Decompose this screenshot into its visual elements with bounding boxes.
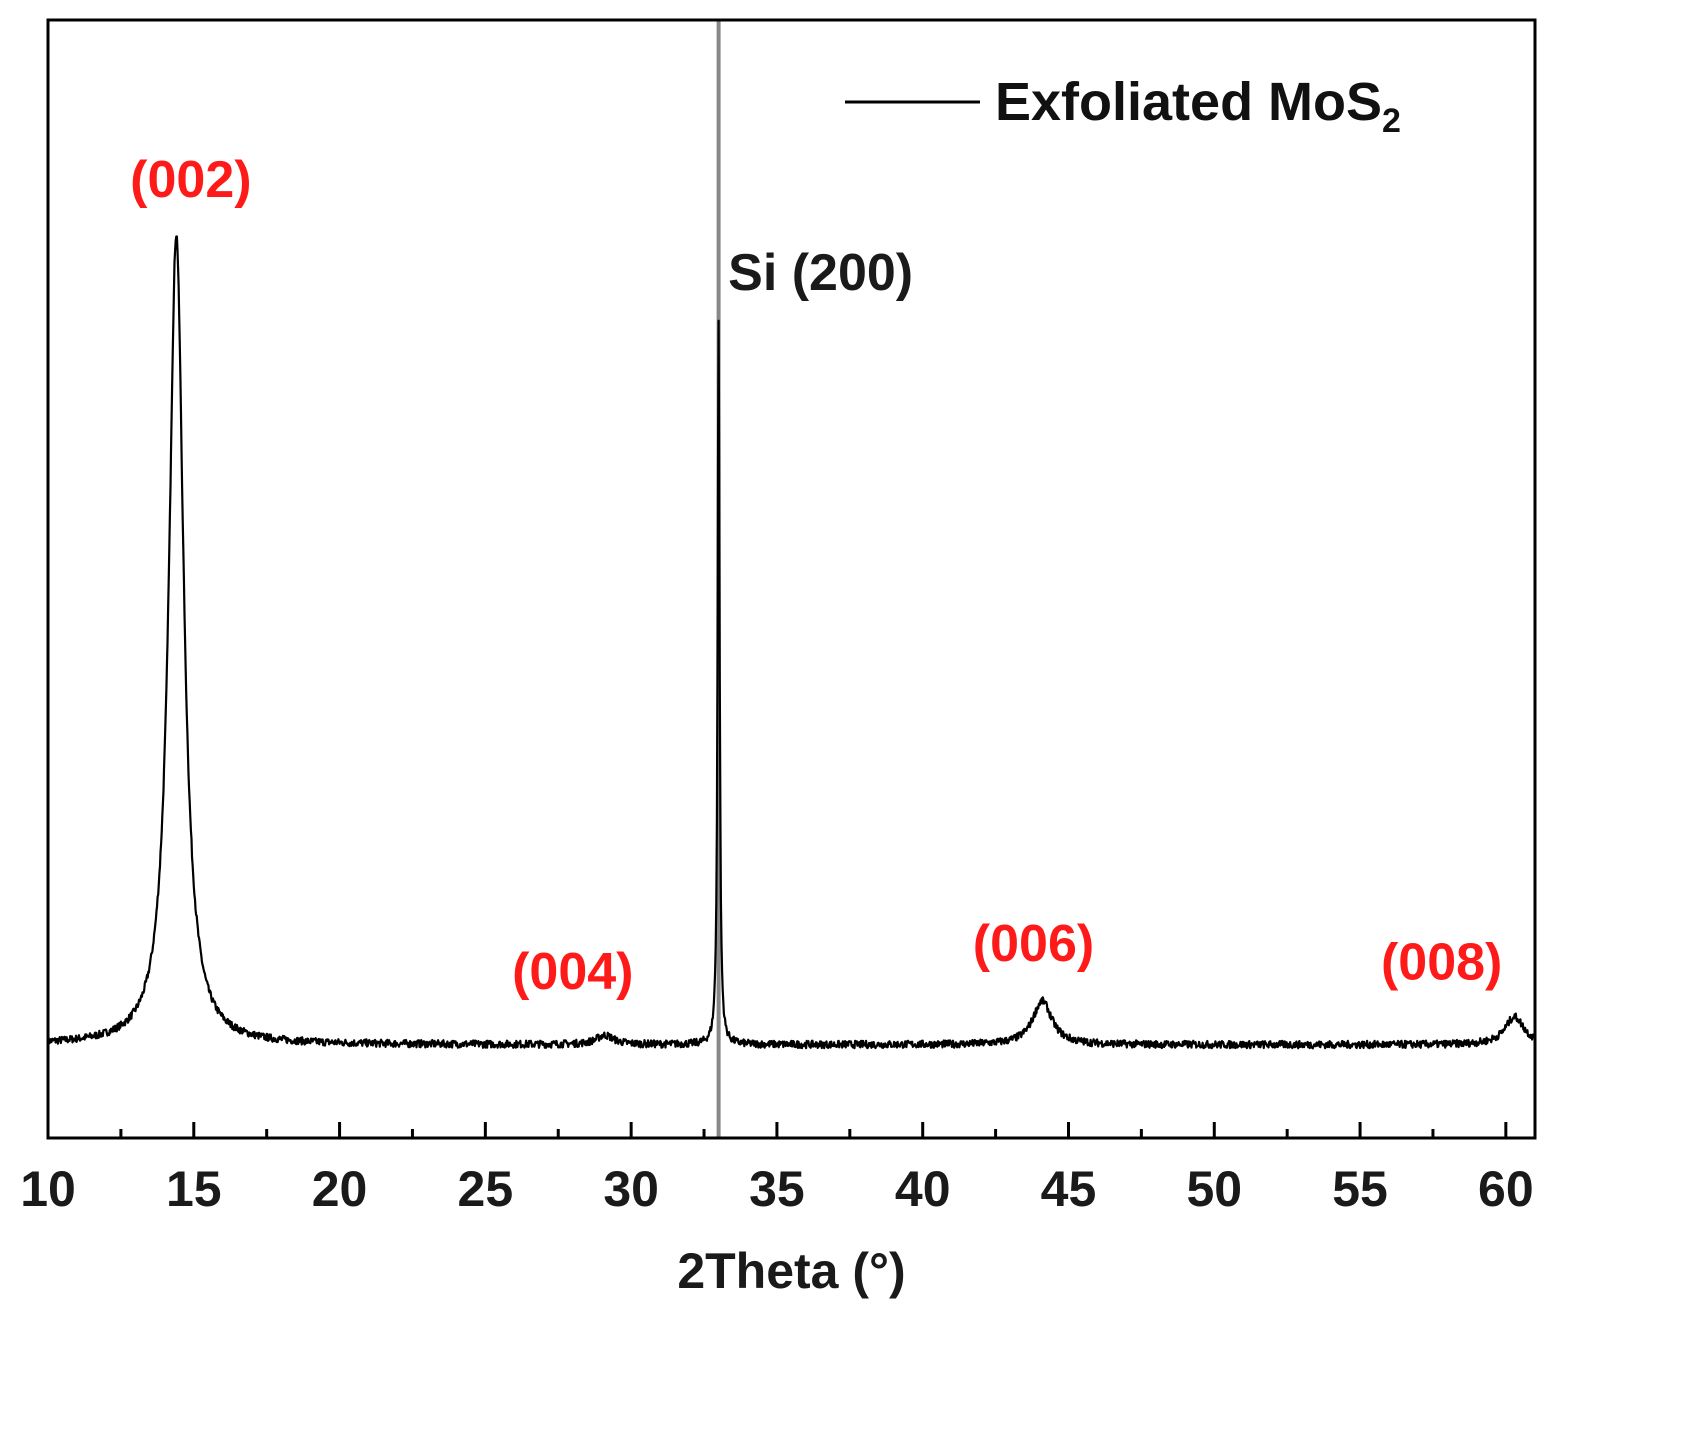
x-tick-label: 50 <box>1186 1161 1242 1217</box>
peak-label: Si (200) <box>728 244 913 302</box>
legend-label-text: Exfoliated MoS <box>995 72 1382 132</box>
series-group <box>46 235 1537 1050</box>
peak-label: (006) <box>973 915 1094 973</box>
x-tick-label: 10 <box>20 1161 76 1217</box>
peak-label: (002) <box>130 151 251 209</box>
legend-label-subscript: 2 <box>1382 102 1401 140</box>
x-tick-label: 40 <box>895 1161 951 1217</box>
peak-annotations: (002) Si (200) (004) (006) (008) <box>130 151 1502 1001</box>
legend: Exfoliated MoS2 <box>845 72 1401 140</box>
x-ticks <box>46 1122 1508 1138</box>
x-tick-label: 15 <box>166 1161 222 1217</box>
legend-label-exfoliated-mos2: Exfoliated MoS2 <box>995 72 1401 140</box>
x-tick-label: 30 <box>603 1161 659 1217</box>
peak-label: (008) <box>1381 934 1502 992</box>
peak-label: (004) <box>512 943 633 1001</box>
plot-frame <box>46 18 1537 1140</box>
x-tick-label: 45 <box>1041 1161 1097 1217</box>
x-tick-label: 55 <box>1332 1161 1388 1217</box>
x-tick-label: 60 <box>1478 1161 1534 1217</box>
series-line-0 <box>46 235 1537 1050</box>
x-tick-labels: 10 15 20 25 30 35 40 45 50 55 60 <box>20 1161 1533 1217</box>
x-axis-title: 2Theta (°) <box>677 1243 905 1299</box>
x-tick-label: 20 <box>312 1161 368 1217</box>
x-tick-label: 25 <box>458 1161 514 1217</box>
x-tick-label: 35 <box>749 1161 805 1217</box>
